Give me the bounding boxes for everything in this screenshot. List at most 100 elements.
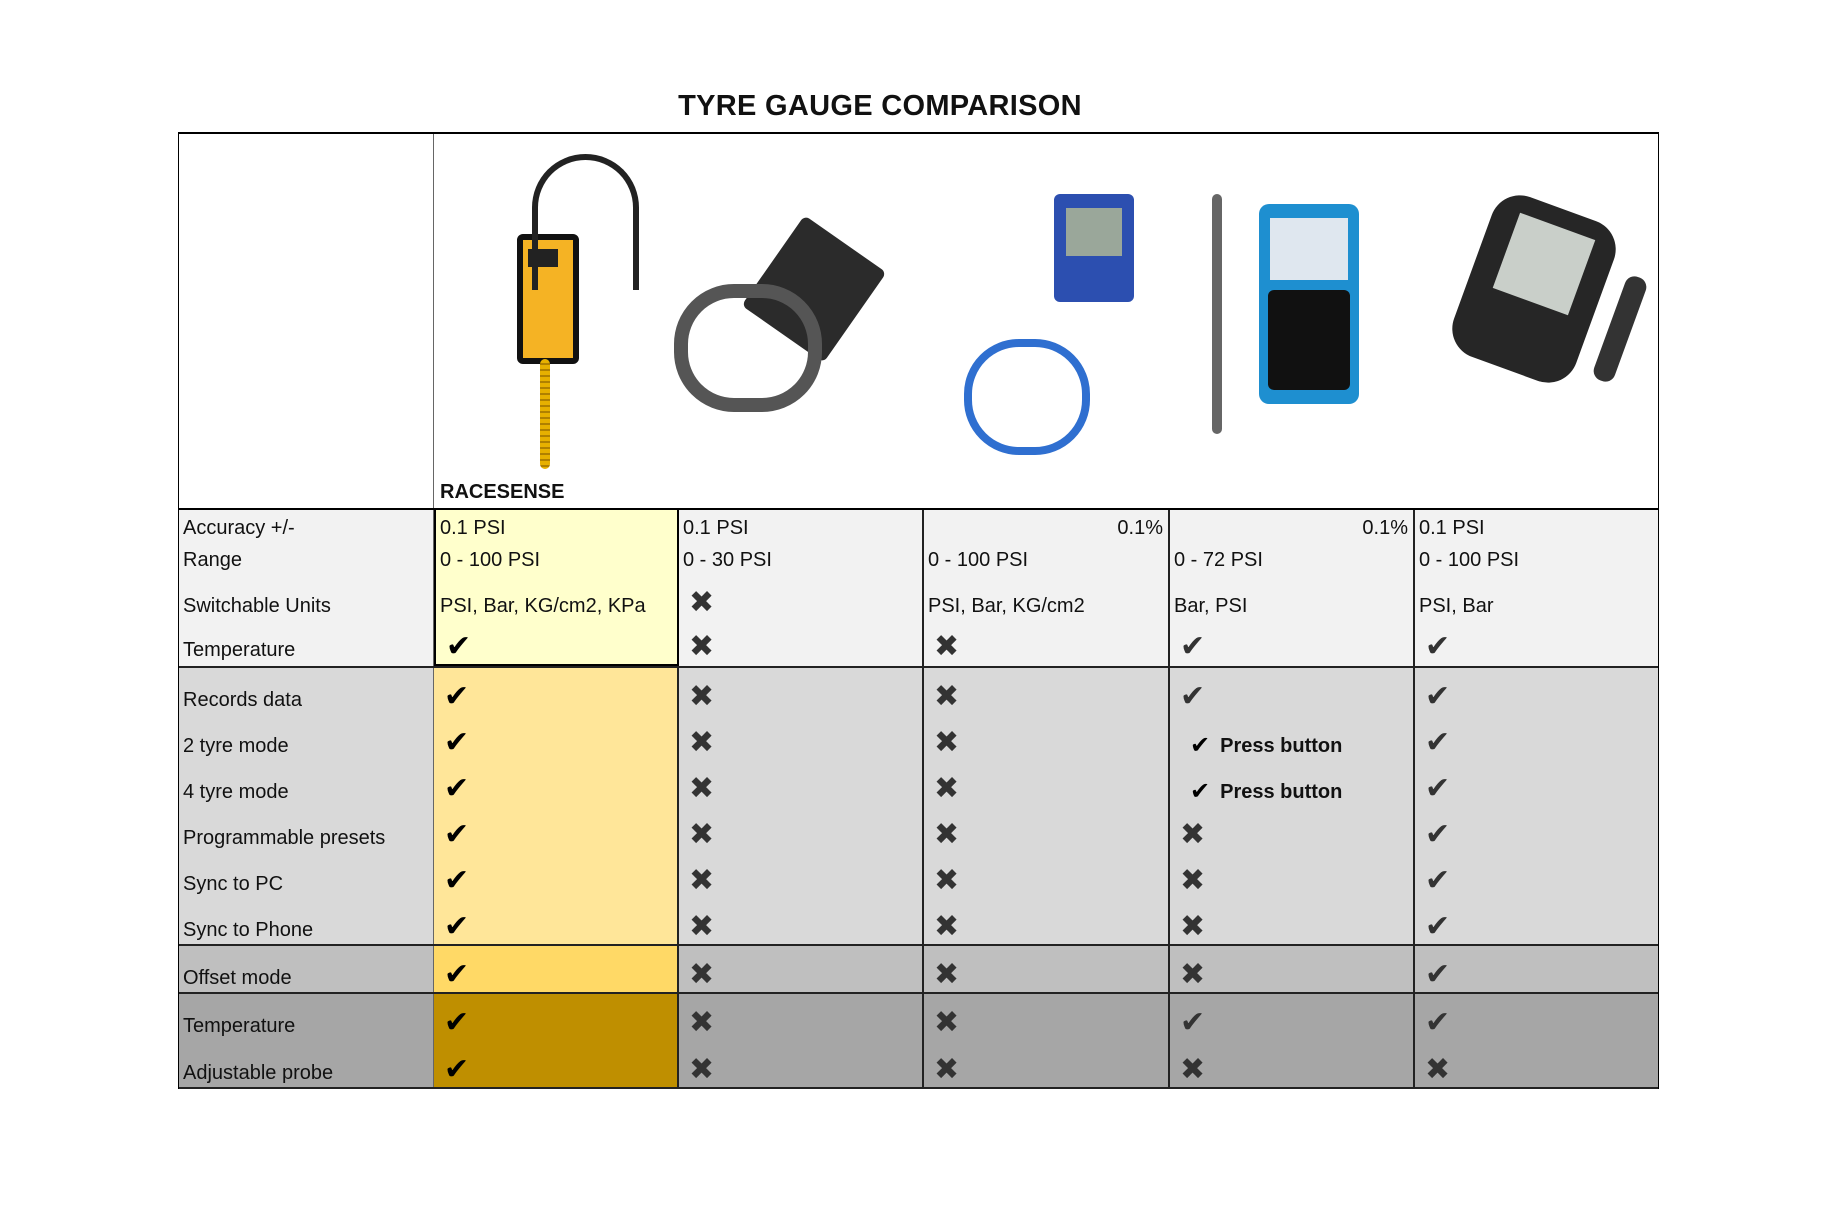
cross-icon: ✖	[934, 1006, 960, 1039]
table-cell: ✖	[924, 620, 1168, 664]
table-cell: PSI, Bar, KG/cm2, KPa	[436, 574, 677, 620]
table-cell: ✖	[679, 852, 922, 898]
table-cell: ✔	[1415, 668, 1658, 714]
row-label: 4 tyre mode	[183, 781, 289, 803]
cell-value: 0.1 PSI	[440, 517, 506, 539]
cell-value: 0.1%	[1362, 517, 1408, 539]
check-icon: ✔	[1190, 732, 1211, 759]
racesense-column: ✔ ✔ ✔ ✔ ✔ ✔	[434, 668, 679, 944]
gauge-4-image	[1204, 194, 1384, 494]
table-cell: 0.1 PSI	[1415, 510, 1658, 542]
table-cell: 0.1%	[1170, 510, 1413, 542]
cell-value: PSI, Bar	[1419, 595, 1494, 617]
table-cell: ✔	[1415, 714, 1658, 760]
cross-icon: ✖	[689, 1053, 715, 1086]
table-cell: ✖	[924, 898, 1168, 944]
cell-value: Bar, PSI	[1174, 595, 1248, 617]
cell-value: PSI, Bar, KG/cm2, KPa	[440, 595, 646, 617]
cell-value: 0 - 72 PSI	[1174, 549, 1263, 571]
product-images: RACESENSE	[434, 134, 1658, 508]
table-cell: ✖	[679, 898, 922, 944]
gauge-2-image	[674, 215, 914, 412]
cross-icon: ✖	[934, 680, 960, 713]
table-cell: ✔ Press button	[1170, 714, 1413, 760]
cross-icon: ✖	[934, 864, 960, 897]
cell-value: 0 - 100 PSI	[928, 549, 1029, 571]
table-cell: ✔	[1415, 760, 1658, 806]
table-cell: ✖	[1170, 852, 1413, 898]
table-cell: Bar, PSI	[1170, 574, 1413, 620]
racesense-label: RACESENSE	[440, 481, 565, 503]
cross-icon: ✖	[689, 818, 715, 851]
cross-icon: ✖	[1180, 864, 1206, 897]
cross-icon: ✖	[1425, 1053, 1451, 1086]
table-cell: ✖	[1170, 946, 1413, 992]
table-cell: ✖	[679, 946, 922, 992]
cross-icon: ✖	[1180, 1053, 1206, 1086]
table-cell: 0 - 100 PSI	[436, 542, 677, 574]
cross-icon: ✖	[689, 680, 715, 713]
row-label: Range	[183, 549, 242, 571]
table-cell: ✖	[924, 946, 1168, 992]
cross-icon: ✖	[689, 726, 715, 759]
row-group: Offset mode ✔ ✖ ✖ ✖ ✔	[179, 946, 1658, 994]
table-cell: ✔	[1415, 994, 1658, 1040]
racesense-column: ✔	[434, 946, 679, 992]
table-cell: ✔	[434, 852, 677, 898]
table-cell: ✖	[679, 806, 922, 852]
product-column-5: ✔	[1415, 946, 1658, 992]
product-column-3: 0.1% 0 - 100 PSI PSI, Bar, KG/cm2 ✖	[924, 510, 1170, 666]
cross-icon: ✖	[689, 772, 715, 805]
cross-icon: ✖	[934, 772, 960, 805]
check-icon: ✔	[1180, 1006, 1206, 1039]
check-icon: ✔	[1180, 680, 1206, 713]
product-column-2: 0.1 PSI 0 - 30 PSI ✖ ✖	[679, 510, 924, 666]
product-column-4: ✔ ✖	[1170, 994, 1415, 1087]
check-icon: ✔	[1425, 630, 1451, 663]
cross-icon: ✖	[934, 1053, 960, 1086]
table-cell: ✖	[679, 714, 922, 760]
table-cell: ✔	[436, 620, 677, 664]
check-icon: ✔	[444, 864, 470, 897]
table-cell: 0.1 PSI	[679, 510, 922, 542]
cross-icon: ✖	[689, 586, 715, 619]
row-label: Accuracy +/-	[183, 517, 295, 539]
table-cell: ✖	[924, 714, 1168, 760]
row-label: Adjustable probe	[183, 1062, 334, 1084]
check-icon: ✔	[1190, 778, 1211, 805]
cross-icon: ✖	[689, 864, 715, 897]
cross-icon: ✖	[934, 630, 960, 663]
table-cell: ✖	[924, 806, 1168, 852]
check-icon: ✔	[444, 910, 470, 943]
table-cell: ✖	[924, 1040, 1168, 1087]
table-cell: ✖	[924, 760, 1168, 806]
check-icon: ✔	[1425, 864, 1451, 897]
cross-icon: ✖	[689, 630, 715, 663]
product-column-4: 0.1% 0 - 72 PSI Bar, PSI ✔	[1170, 510, 1415, 666]
table-cell: ✖	[679, 1040, 922, 1087]
check-icon: ✔	[1425, 772, 1451, 805]
cross-icon: ✖	[1180, 910, 1206, 943]
comparison-table: RACESENSE Accuracy +/- Range Switchable Un…	[178, 132, 1659, 1089]
table-cell: ✖	[924, 994, 1168, 1040]
cross-icon: ✖	[689, 958, 715, 991]
check-icon: ✔	[1425, 726, 1451, 759]
table-cell: ✔	[434, 806, 677, 852]
label-column: Offset mode	[179, 946, 434, 992]
table-cell: ✖	[679, 994, 922, 1040]
product-column-5: 0.1 PSI 0 - 100 PSI PSI, Bar ✔	[1415, 510, 1658, 666]
table-cell: ✖	[1415, 1040, 1658, 1087]
check-icon: ✔	[444, 772, 470, 805]
check-icon: ✔	[444, 1053, 470, 1086]
cell-note: Press button	[1220, 781, 1343, 803]
product-column-5: ✔ ✖	[1415, 994, 1658, 1087]
cell-note: Press button	[1220, 735, 1343, 757]
table-cell: ✖	[679, 668, 922, 714]
table-cell: ✖	[924, 852, 1168, 898]
cross-icon: ✖	[689, 1006, 715, 1039]
table-cell: ✔	[434, 1040, 677, 1087]
cell-value: 0.1%	[1117, 517, 1163, 539]
check-icon: ✔	[1425, 680, 1451, 713]
product-column-4: ✔ ✔ Press button ✔ Press button ✖ ✖ ✖	[1170, 668, 1415, 944]
row-group: Records data 2 tyre mode 4 tyre mode Progra…	[179, 668, 1658, 946]
